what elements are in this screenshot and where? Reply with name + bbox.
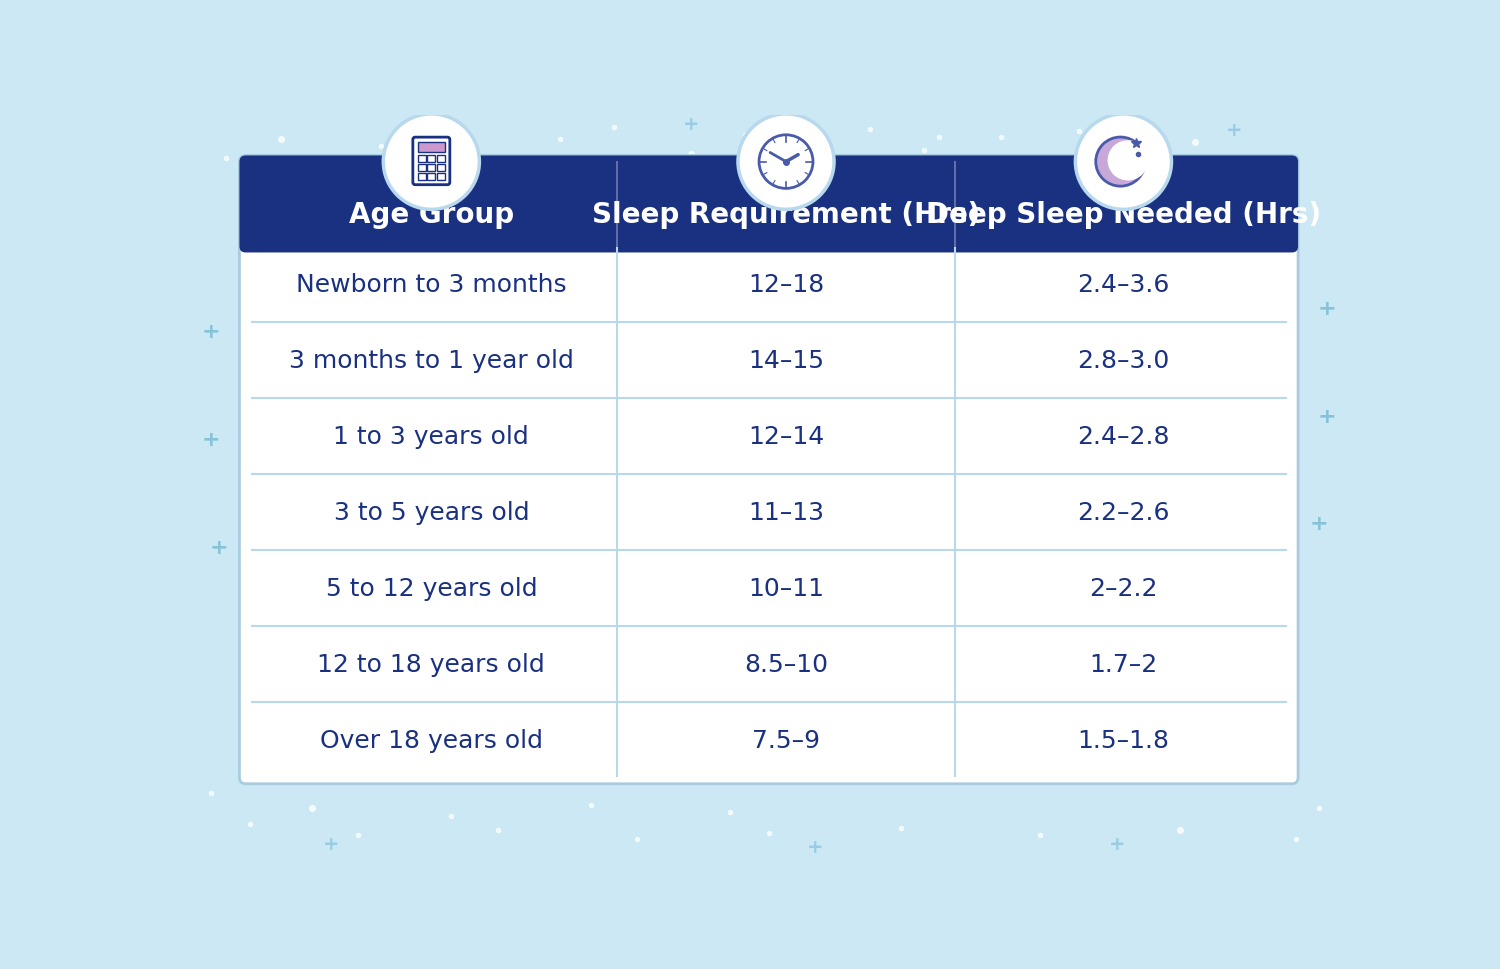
Bar [427, 173, 435, 181]
Circle shape [1076, 114, 1172, 210]
Text: Deep Sleep Needed (Hrs): Deep Sleep Needed (Hrs) [926, 201, 1322, 229]
Bar [427, 156, 435, 163]
Bar [417, 173, 426, 181]
Circle shape [1107, 141, 1148, 181]
Text: +: + [209, 537, 228, 557]
Text: 7.5–9: 7.5–9 [752, 728, 820, 752]
Circle shape [384, 114, 480, 210]
Text: 2.4–2.8: 2.4–2.8 [1077, 424, 1170, 449]
Text: Over 18 years old: Over 18 years old [320, 728, 543, 752]
Circle shape [1078, 118, 1168, 207]
Text: 14–15: 14–15 [748, 349, 824, 373]
Text: Age Group: Age Group [350, 201, 514, 229]
Bar [436, 165, 445, 172]
Text: 12 to 18 years old: 12 to 18 years old [318, 652, 544, 676]
Text: 8.5–10: 8.5–10 [744, 652, 828, 676]
Text: 3 to 5 years old: 3 to 5 years old [333, 500, 530, 524]
Circle shape [738, 114, 834, 210]
Bar [417, 142, 446, 153]
Bar [427, 165, 435, 172]
Text: 11–13: 11–13 [748, 500, 824, 524]
FancyBboxPatch shape [240, 156, 1298, 784]
Text: +: + [1317, 298, 1336, 319]
FancyBboxPatch shape [240, 156, 1298, 253]
Text: 3 months to 1 year old: 3 months to 1 year old [290, 349, 574, 373]
Text: Newborn to 3 months: Newborn to 3 months [296, 273, 567, 297]
Circle shape [387, 118, 477, 207]
Bar [246, 209, 1292, 247]
Text: 1.7–2: 1.7–2 [1089, 652, 1158, 676]
Text: 2–2.2: 2–2.2 [1089, 577, 1158, 600]
Text: 5 to 12 years old: 5 to 12 years old [326, 577, 537, 600]
Text: +: + [807, 837, 824, 857]
Text: +: + [201, 429, 220, 450]
Text: Sleep Requirement (Hrs): Sleep Requirement (Hrs) [592, 201, 980, 229]
Text: +: + [1226, 120, 1242, 140]
Text: +: + [1310, 514, 1329, 534]
Text: 2.4–3.6: 2.4–3.6 [1077, 273, 1170, 297]
Text: 12–18: 12–18 [748, 273, 824, 297]
Text: +: + [682, 114, 699, 134]
Text: 2.2–2.6: 2.2–2.6 [1077, 500, 1170, 524]
FancyBboxPatch shape [413, 138, 450, 185]
Bar [417, 165, 426, 172]
Text: 1.5–1.8: 1.5–1.8 [1077, 728, 1170, 752]
Text: 2.8–3.0: 2.8–3.0 [1077, 349, 1170, 373]
Bar [417, 156, 426, 163]
Circle shape [759, 136, 813, 189]
Circle shape [1095, 138, 1144, 187]
Text: +: + [450, 118, 466, 138]
Text: +: + [322, 833, 339, 853]
Circle shape [741, 118, 831, 207]
Text: +: + [201, 322, 220, 342]
Text: +: + [1108, 833, 1125, 853]
Bar [436, 156, 445, 163]
Bar [436, 173, 445, 181]
Text: +: + [1317, 406, 1336, 426]
Text: 10–11: 10–11 [748, 577, 824, 600]
Text: 1 to 3 years old: 1 to 3 years old [333, 424, 530, 449]
Text: 12–14: 12–14 [748, 424, 824, 449]
